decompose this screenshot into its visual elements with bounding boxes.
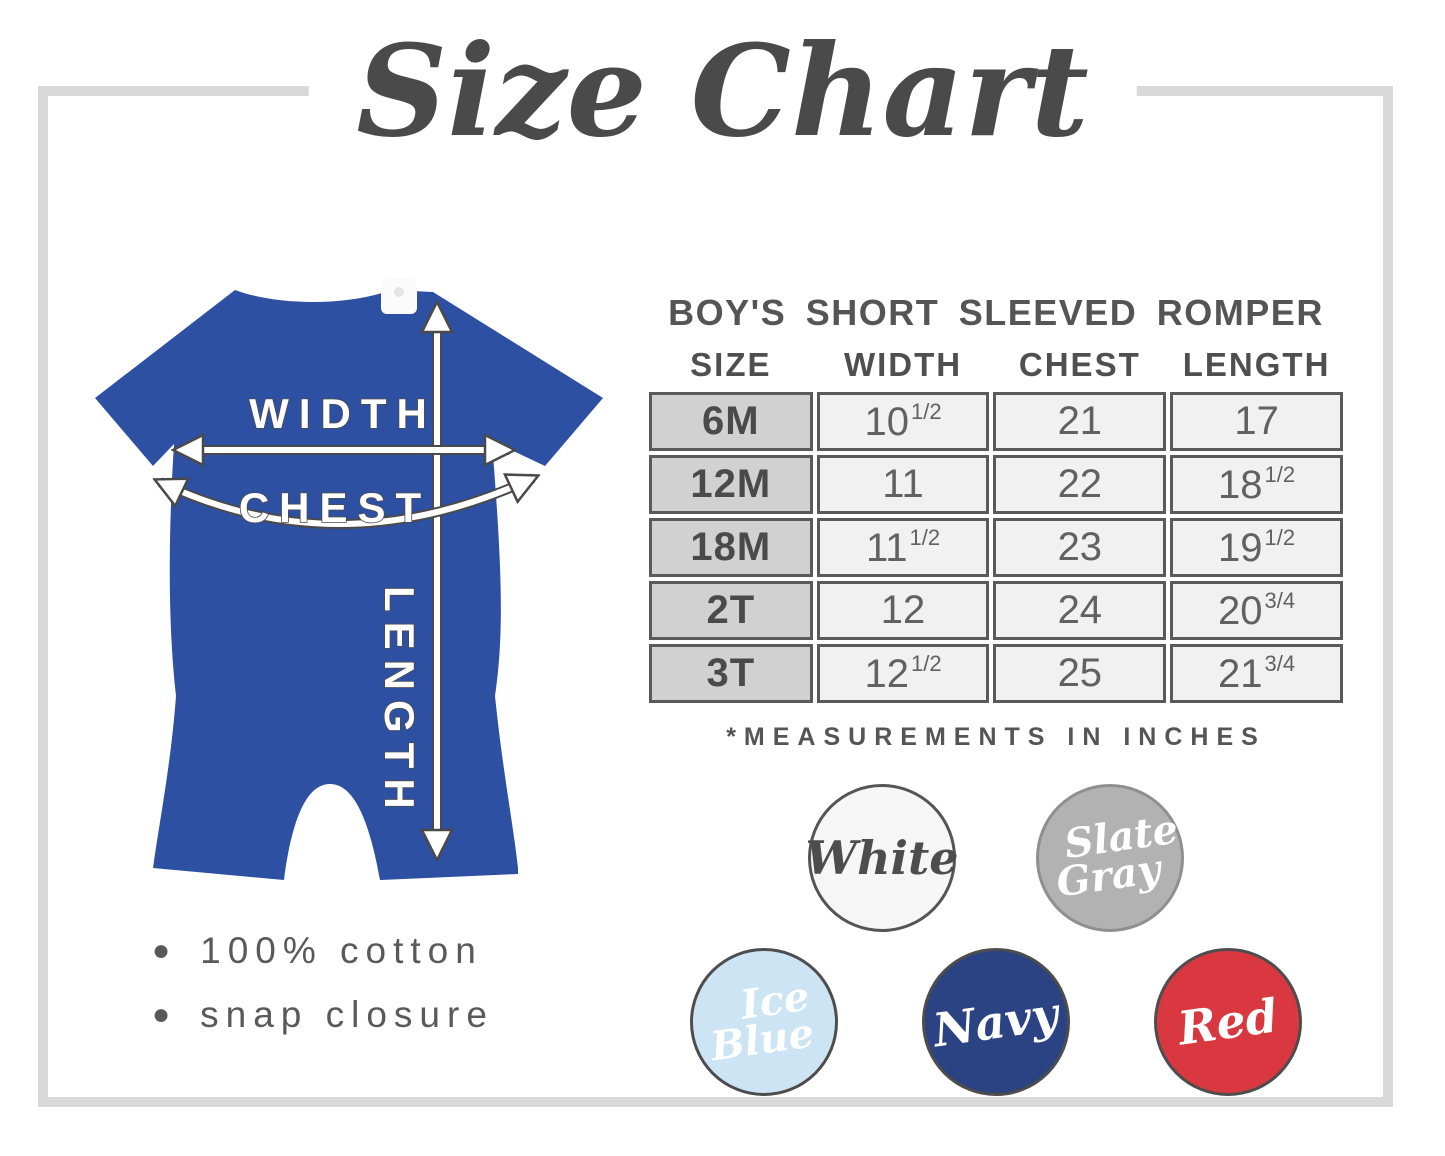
chest-label: CHEST (239, 484, 431, 531)
table-row: 3T 121/2 25 213/4 (649, 644, 1343, 703)
size-cell: 6M (649, 392, 813, 451)
measurement-cell: 12 (816, 581, 990, 640)
romper-illustration (95, 290, 603, 880)
size-cell: 12M (649, 455, 813, 514)
swatch-row-2: Ice Blue Navy Red (645, 948, 1347, 1096)
page-title: Size Chart (356, 17, 1089, 165)
color-swatch-slate-gray: Slate Gray (1036, 784, 1184, 932)
bullet-icon: ● (152, 998, 171, 1031)
feature-item: ● 100% cotton (152, 930, 494, 972)
swatch-label: Red (1174, 988, 1282, 1056)
bullet-icon: ● (152, 934, 171, 967)
column-header-width: WIDTH (843, 346, 963, 383)
measurement-cell: 191/2 (1170, 518, 1343, 577)
measurement-cell: 213/4 (1170, 644, 1343, 703)
size-cell: 18M (649, 518, 813, 577)
swatch-row-1: White Slate Gray (645, 784, 1347, 932)
color-swatch-ice-blue: Ice Blue (690, 948, 838, 1096)
measurement-cell: 24 (993, 581, 1167, 640)
measurement-cell: 25 (993, 644, 1167, 703)
column-header-size: SIZE (690, 346, 772, 383)
measurement-cell: 203/4 (1170, 581, 1343, 640)
swatch-label: White (805, 830, 959, 885)
measurement-note: *MEASUREMENTS IN INCHES (726, 723, 1266, 751)
chest-arrow (160, 478, 533, 529)
swatch-label: Navy (930, 986, 1062, 1058)
width-label: WIDTH (249, 390, 437, 437)
feature-text: snap closure (200, 994, 494, 1035)
measurement-cell: 181/2 (1170, 455, 1343, 514)
size-cell: 3T (649, 644, 813, 703)
color-swatch-navy: Navy (922, 948, 1070, 1096)
feature-item: ● snap closure (152, 994, 494, 1036)
measurement-cell: 101/2 (816, 392, 990, 451)
length-label: LENGTH (376, 586, 423, 819)
size-table-body: 6M 101/2 21 17 12M 11 22 181/2 18M 111/2 23 191/2 2T… (649, 392, 1343, 703)
column-header-row: SIZE WIDTH CHEST LENGTH (649, 344, 1343, 388)
feature-text: 100% cotton (200, 930, 483, 971)
measurement-cell: 17 (1170, 392, 1343, 451)
measurement-cell: 22 (993, 455, 1167, 514)
column-header-chest: CHEST (1018, 346, 1141, 383)
column-header-length: LENGTH (1182, 346, 1331, 383)
swatch-label: Slate Gray (1053, 805, 1181, 907)
size-table: SIZE WIDTH CHEST LENGTH 6M 101/2 21 17 12M 11… (645, 340, 1347, 707)
measurement-cell: 11 (816, 455, 990, 514)
table-row: 18M 111/2 23 191/2 (649, 518, 1343, 577)
right-column: BOY'S SHORT SLEEVED ROMPER SIZE WIDTH CH… (645, 292, 1347, 1096)
product-heading: BOY'S SHORT SLEEVED ROMPER (668, 292, 1324, 333)
measurement-cell: 111/2 (816, 518, 990, 577)
measurement-cell: 121/2 (816, 644, 990, 703)
color-swatch-white: White (805, 784, 959, 932)
measurement-cell: 21 (993, 392, 1167, 451)
romper-diagram: WIDTH CHEST LENGTH (95, 278, 603, 880)
neck-snap (394, 287, 404, 297)
table-row: 12M 11 22 181/2 (649, 455, 1343, 514)
feature-list: ● 100% cotton ● snap closure (152, 930, 494, 1058)
measurement-cell: 23 (993, 518, 1167, 577)
color-swatch-red: Red (1154, 948, 1302, 1096)
table-row: 2T 12 24 203/4 (649, 581, 1343, 640)
swatch-label: Ice Blue (707, 972, 818, 1071)
table-row: 6M 101/2 21 17 (649, 392, 1343, 451)
size-cell: 2T (649, 581, 813, 640)
title-band: Size Chart (308, 6, 1137, 177)
